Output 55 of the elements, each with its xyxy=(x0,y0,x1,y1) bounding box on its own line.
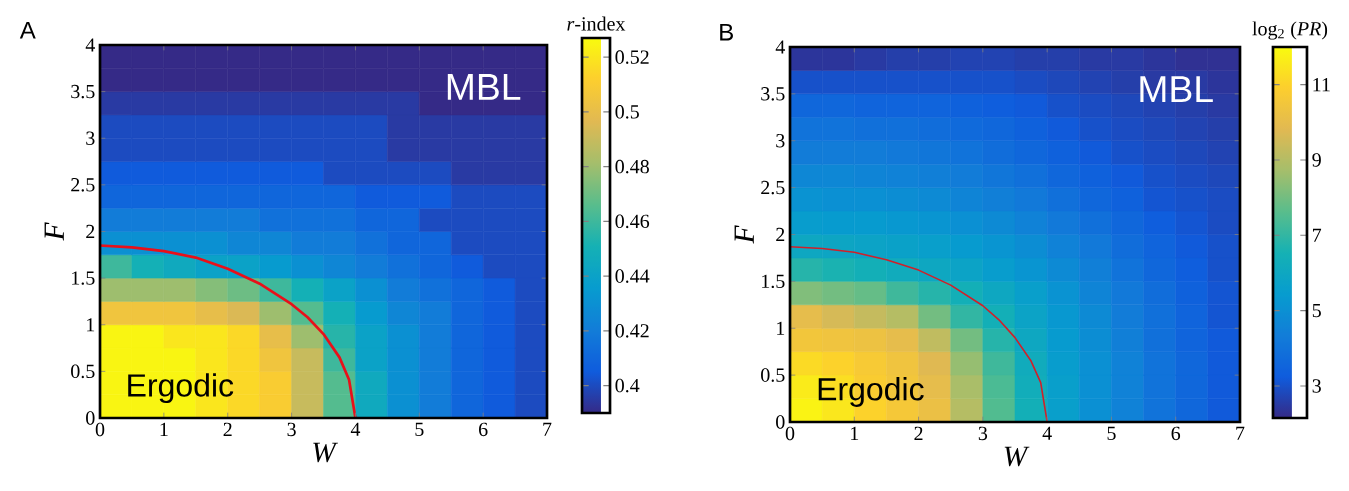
x-tick-label: 2 xyxy=(223,422,232,436)
y-tick-label: 1 xyxy=(777,321,785,335)
y-tick-label: 0 xyxy=(86,411,95,425)
chart-title: B xyxy=(720,23,733,41)
y-tick-label: 2.5 xyxy=(71,178,95,192)
x-tick-label: 3 xyxy=(287,422,296,437)
color-bar-label: 3 xyxy=(1312,379,1321,393)
y-tick-label: 1 xyxy=(87,318,95,332)
y-tick-label: 4 xyxy=(775,40,785,54)
color-bar-label: 0.48 xyxy=(615,159,649,174)
x-tick-label: 6 xyxy=(479,422,488,437)
chart-title: A xyxy=(19,21,36,39)
y-tick-label: 2 xyxy=(776,227,785,242)
color-bar-label: 9 xyxy=(1312,153,1321,167)
x-tick-label: 1 xyxy=(160,422,168,436)
y-tick-label: 3 xyxy=(776,134,785,148)
y-tick-label: 2.5 xyxy=(761,180,785,195)
x-tick-label: 7 xyxy=(1236,426,1245,440)
y-tick-label: 1.5 xyxy=(762,274,785,289)
color-bar-label: 0.46 xyxy=(615,214,650,229)
y-axis-title: F xyxy=(44,222,64,241)
x-tick-label: 1 xyxy=(851,426,859,440)
x-tick-label: 5 xyxy=(1107,426,1116,440)
color-bar-label: 0.52 xyxy=(615,50,649,64)
y-tick-label: 3.5 xyxy=(761,87,785,101)
color-bar-title: r-index xyxy=(567,16,626,31)
x-tick-label: 5 xyxy=(415,422,424,436)
y-tick-label: 0.5 xyxy=(71,364,95,379)
annotation: Ergodic xyxy=(128,373,234,404)
x-tick-label: 7 xyxy=(543,422,552,436)
x-axis-title: W xyxy=(1004,446,1030,467)
y-tick-label: 4 xyxy=(85,38,95,52)
y-axis-title: F xyxy=(734,225,754,244)
x-tick-label: 4 xyxy=(1042,426,1052,440)
color-bar-title: log$_{2}$ (PR) xyxy=(1252,21,1328,40)
x-tick-label: 2 xyxy=(914,426,923,440)
y-tick-label: 3.5 xyxy=(71,84,95,99)
annotation: Ergodic xyxy=(818,377,924,407)
y-tick-label: 1.5 xyxy=(72,271,95,285)
color-bar-label: 11 xyxy=(1313,78,1330,92)
color-bar-label: 0.42 xyxy=(615,324,649,338)
x-axis-title: W xyxy=(313,442,338,463)
y-tick-label: 3 xyxy=(86,131,95,145)
color-bar-label: 0.44 xyxy=(615,269,650,283)
x-tick-label: 4 xyxy=(350,422,361,436)
annotation: MBL xyxy=(1140,76,1213,103)
color-bar-label: 7 xyxy=(1313,228,1322,242)
color-bar-label: 0.5 xyxy=(615,105,639,119)
color-bar-label: 5 xyxy=(1312,304,1321,318)
y-tick-label: 0.5 xyxy=(761,368,785,382)
color-bar-label: 0.4 xyxy=(615,378,640,393)
y-tick-label: 2 xyxy=(86,224,95,239)
x-tick-label: 3 xyxy=(978,426,988,441)
annotation: MBL xyxy=(447,74,521,100)
x-tick-label: 6 xyxy=(1171,426,1181,441)
